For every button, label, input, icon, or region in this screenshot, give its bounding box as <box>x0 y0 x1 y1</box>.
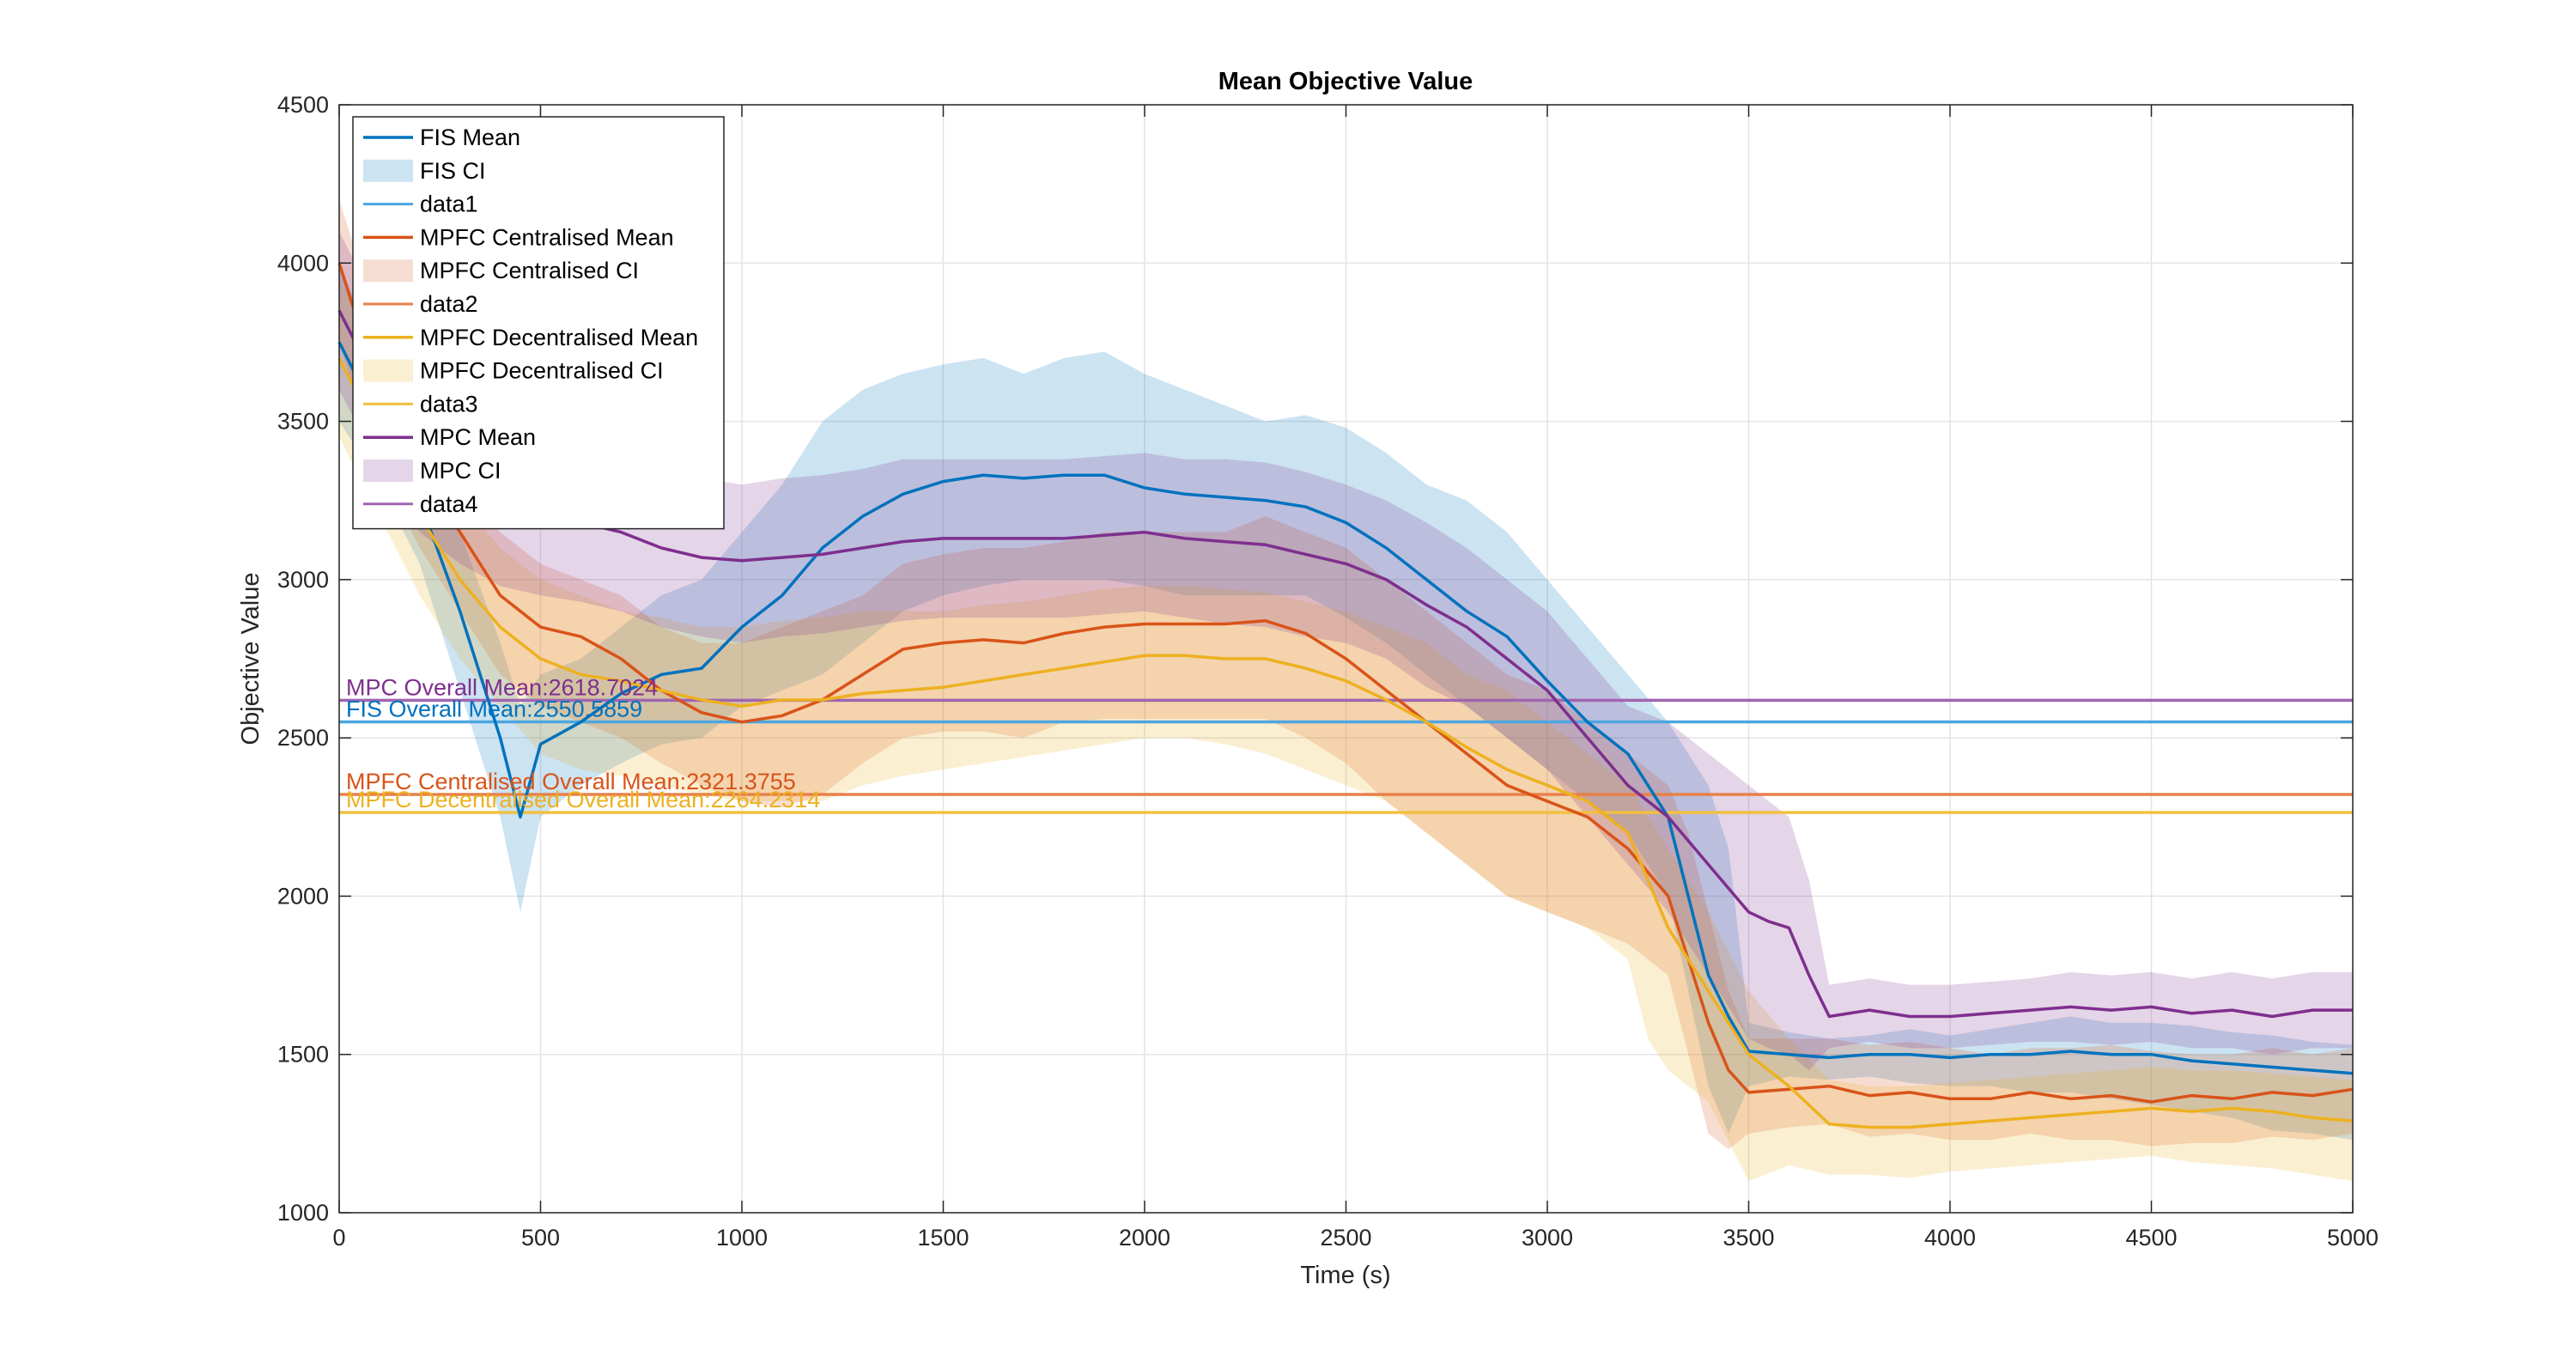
legend-box <box>352 116 725 530</box>
y-tick-label: 2500 <box>277 725 329 751</box>
x-tick-label: 4000 <box>1924 1225 1976 1251</box>
y-tick-label: 2000 <box>277 883 329 909</box>
legend-item-fis-overall: data1 <box>363 192 478 217</box>
legend-item-mpc-ci: MPC CI <box>363 458 501 484</box>
legend: FIS Mean FIS CI data1 MPFC Centralised Mean… <box>352 116 725 530</box>
legend-item-fis-mean: FIS Mean <box>363 125 520 150</box>
legend-item-mpc-overall: data4 <box>363 491 478 517</box>
x-tick-label: 5000 <box>2327 1225 2379 1251</box>
fis-overall-mean-label: FIS Overall Mean:2550.5859 <box>346 696 642 721</box>
x-tick-label: 1000 <box>716 1225 768 1251</box>
legend-label: data2 <box>420 291 478 317</box>
legend-label: MPC CI <box>420 458 501 484</box>
x-tick-label: 4500 <box>2125 1225 2177 1251</box>
mpfcd-overall-mean-label: MPFC Decentralised Overall Mean:2264.231… <box>346 787 820 812</box>
mpc-mean-line <box>337 309 2353 1019</box>
fis-ci-band <box>339 263 2353 1141</box>
legend-item-mpfcc-mean: MPFC Centralised Mean <box>363 224 674 250</box>
y-tick-label: 1500 <box>277 1042 329 1068</box>
mpfcc-ci-band <box>339 199 2353 1150</box>
legend-label: data4 <box>420 491 478 517</box>
y-tick-label: 1000 <box>277 1200 329 1226</box>
legend-item-fis-ci: FIS CI <box>363 158 486 184</box>
x-tick-label: 2000 <box>1119 1225 1170 1251</box>
legend-item-mpfcd-ci: MPFC Decentralised CI <box>363 358 664 384</box>
legend-label: FIS Mean <box>420 125 520 150</box>
y-tick-label: 4500 <box>277 92 329 118</box>
chart-title: Mean Objective Value <box>1218 68 1473 95</box>
mpc-overall-mean-label: MPC Overall Mean:2618.7024 <box>346 674 658 700</box>
axis-ticks: 0 500 1000 1500 2000 2500 3000 3500 4000 4500 5000… <box>277 92 2379 1251</box>
y-tick-label: 3000 <box>277 567 329 593</box>
legend-label: MPFC Centralised Mean <box>420 224 674 250</box>
x-tick-label: 0 <box>332 1225 345 1251</box>
legend-swatch <box>363 459 413 482</box>
x-tick-label: 500 <box>521 1225 560 1251</box>
mean-lines <box>337 262 2354 1129</box>
y-axis-label: Objective Value <box>237 573 264 745</box>
legend-label: FIS CI <box>420 158 486 184</box>
legend-swatch <box>363 359 413 382</box>
legend-swatch <box>363 259 413 283</box>
legend-label: MPFC Centralised CI <box>420 258 639 283</box>
x-tick-label: 1500 <box>917 1225 969 1251</box>
legend-swatch <box>363 159 413 182</box>
mpfcc-mean-line <box>337 262 2354 1104</box>
x-tick-label: 2500 <box>1320 1225 1371 1251</box>
x-axis-label: Time (s) <box>1300 1262 1390 1289</box>
annotations: FIS Overall Mean:2550.5859 MPFC Centralis… <box>346 674 820 812</box>
legend-item-mpfcc-overall: data2 <box>363 291 478 317</box>
legend-item-mpc-mean: MPC Mean <box>363 424 536 450</box>
overall-mean-lines <box>339 698 2353 814</box>
legend-label: MPFC Decentralised Mean <box>420 325 698 350</box>
legend-item-mpfcd-mean: MPFC Decentralised Mean <box>363 325 698 350</box>
legend-item-mpfcd-overall: data3 <box>363 391 478 417</box>
y-tick-label: 4000 <box>277 250 329 276</box>
mpfcd-ci-band <box>339 278 2353 1182</box>
legend-label: data1 <box>420 192 478 217</box>
mpfcc-overall-mean-label: MPFC Centralised Overall Mean:2321.3755 <box>346 769 796 794</box>
ci-bands <box>339 199 2353 1182</box>
mpc-ci-band <box>339 231 2353 1071</box>
legend-label: MPFC Decentralised CI <box>420 358 664 384</box>
x-tick-label: 3500 <box>1722 1225 1774 1251</box>
mpfcd-mean-line <box>337 357 2354 1129</box>
x-tick-label: 3000 <box>1522 1225 1573 1251</box>
legend-item-mpfcc-ci: MPFC Centralised CI <box>363 258 639 283</box>
y-tick-label: 3500 <box>277 409 329 435</box>
legend-label: MPC Mean <box>420 424 536 450</box>
legend-label: data3 <box>420 391 478 417</box>
